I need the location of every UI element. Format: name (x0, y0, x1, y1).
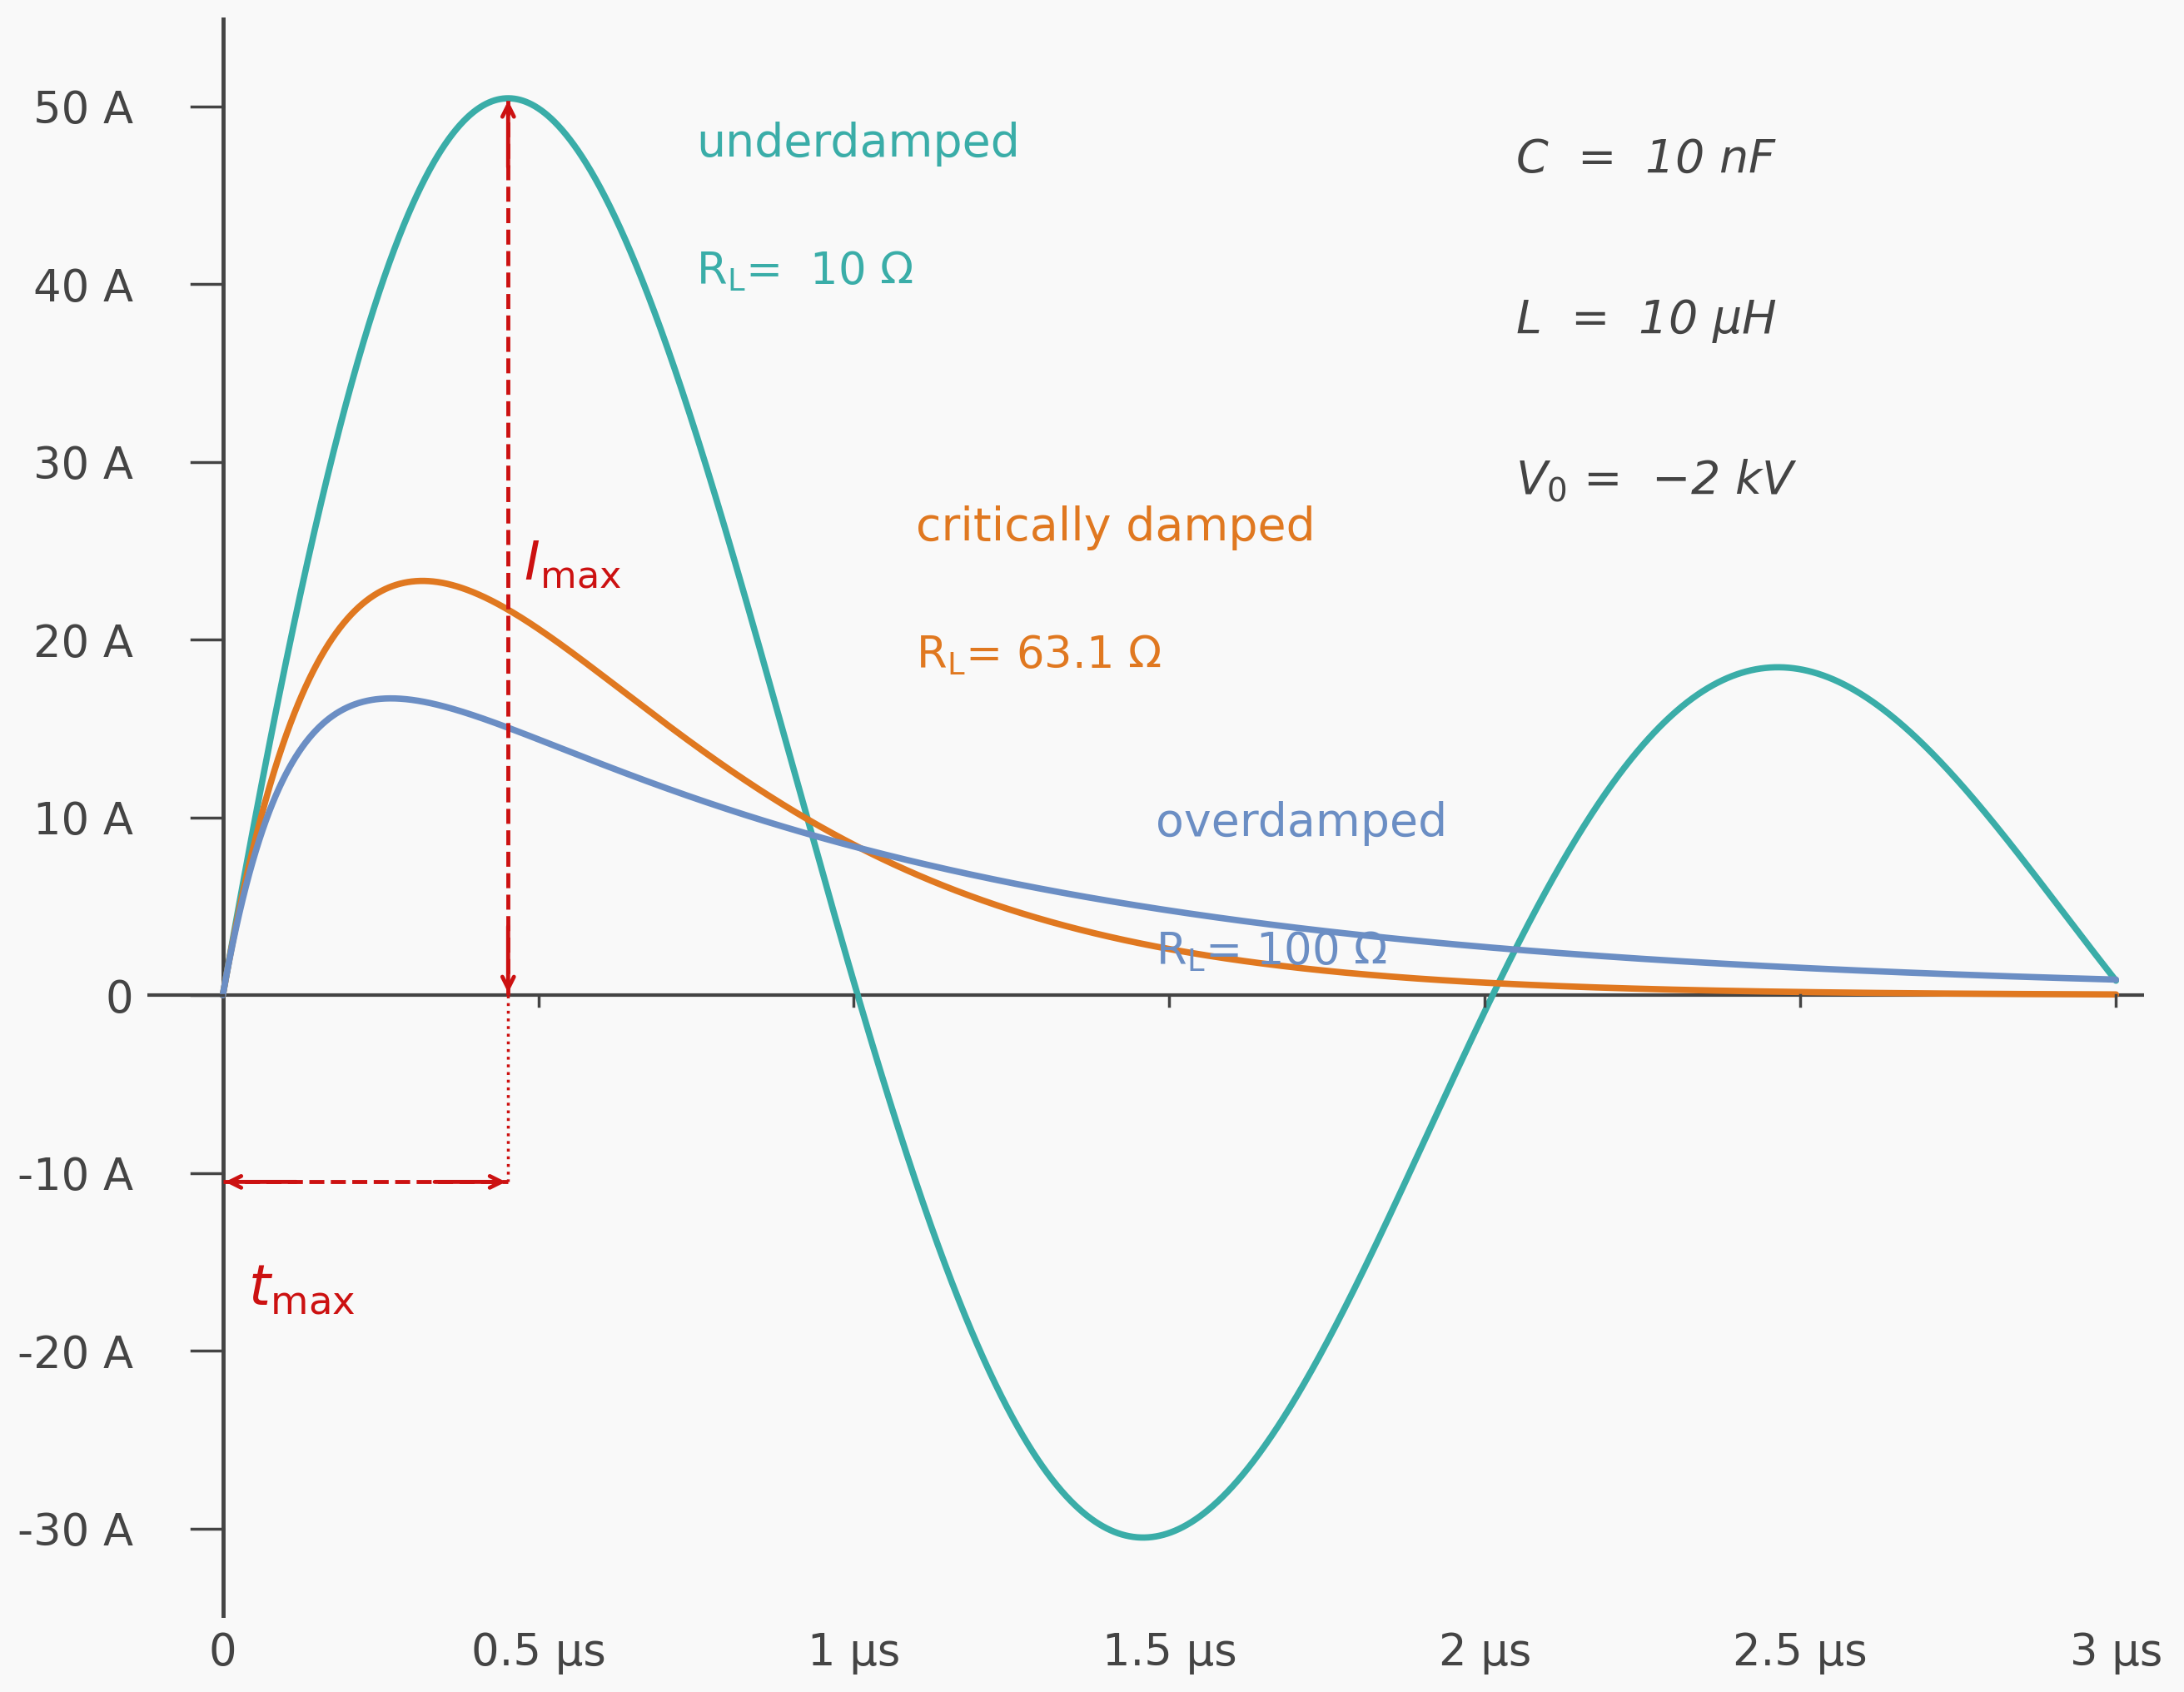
Text: overdamped: overdamped (1155, 802, 1448, 846)
Text: $V_0$ =  −2 kV: $V_0$ = −2 kV (1516, 457, 1797, 503)
Text: $\it{I}$$_\mathsf{max}$: $\it{I}$$_\mathsf{max}$ (524, 538, 622, 591)
Text: $C$  =  10 nF: $C$ = 10 nF (1516, 137, 1776, 181)
Text: $L$  =  10 μH: $L$ = 10 μH (1516, 298, 1776, 345)
Text: $\it{t}$$_\mathsf{max}$: $\it{t}$$_\mathsf{max}$ (249, 1262, 356, 1316)
Text: underdamped: underdamped (697, 122, 1020, 166)
Text: R$_\mathsf{L}$=  10 Ω: R$_\mathsf{L}$= 10 Ω (697, 249, 913, 293)
Text: R$_\mathsf{L}$= 100 Ω: R$_\mathsf{L}$= 100 Ω (1155, 929, 1387, 973)
Text: R$_\mathsf{L}$= 63.1 Ω: R$_\mathsf{L}$= 63.1 Ω (915, 633, 1162, 677)
Text: critically damped: critically damped (915, 506, 1315, 550)
